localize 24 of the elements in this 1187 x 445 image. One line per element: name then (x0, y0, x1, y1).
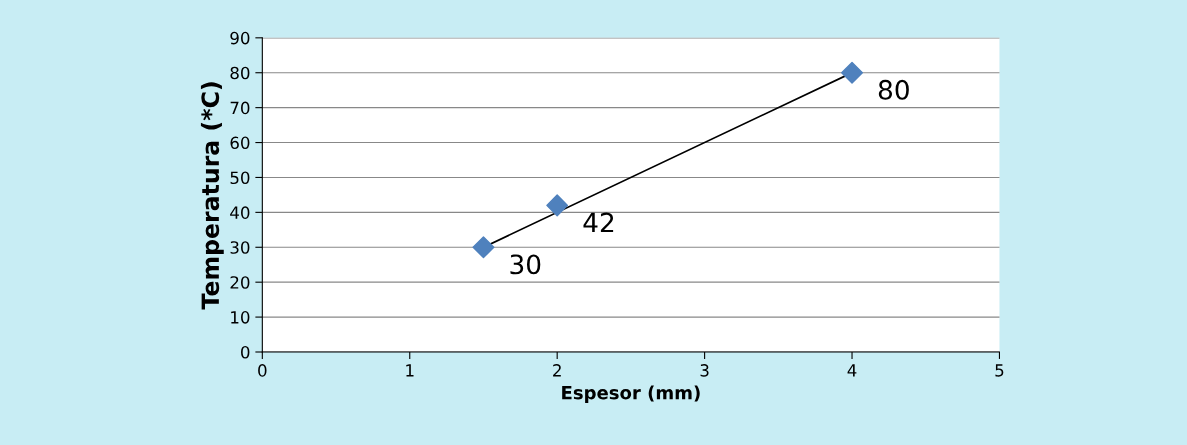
data-label: 30 (510, 254, 541, 275)
y-tick-label: 60 (230, 136, 250, 150)
x-tick-label: 4 (847, 364, 857, 377)
point (546, 194, 569, 217)
y-tick-label: 80 (230, 66, 250, 80)
y-tick-label: 0 (241, 345, 250, 359)
y-tick-label: 40 (230, 206, 250, 219)
y-tick-label: 30 (230, 241, 250, 254)
x-axis-title: Espesor (mm) (562, 385, 700, 403)
y-tick-label: 50 (230, 171, 250, 185)
x-tick-label: 3 (700, 364, 709, 377)
x-tick-label: 2 (553, 364, 561, 377)
y-axis-title: Temperatura (*C) (200, 82, 224, 310)
point (472, 236, 495, 259)
x-tick-label: 1 (406, 364, 414, 377)
x-tick-label: 0 (258, 364, 267, 377)
data-label: 42 (583, 212, 614, 233)
y-tick-label: 70 (230, 101, 250, 115)
y-tick-label: 90 (230, 31, 250, 45)
y-tick-label: 10 (231, 311, 250, 324)
y-tick-label: 20 (230, 276, 250, 289)
x-tick-label: 5 (995, 364, 1004, 377)
data-label: 80 (878, 79, 909, 100)
point (841, 61, 864, 84)
